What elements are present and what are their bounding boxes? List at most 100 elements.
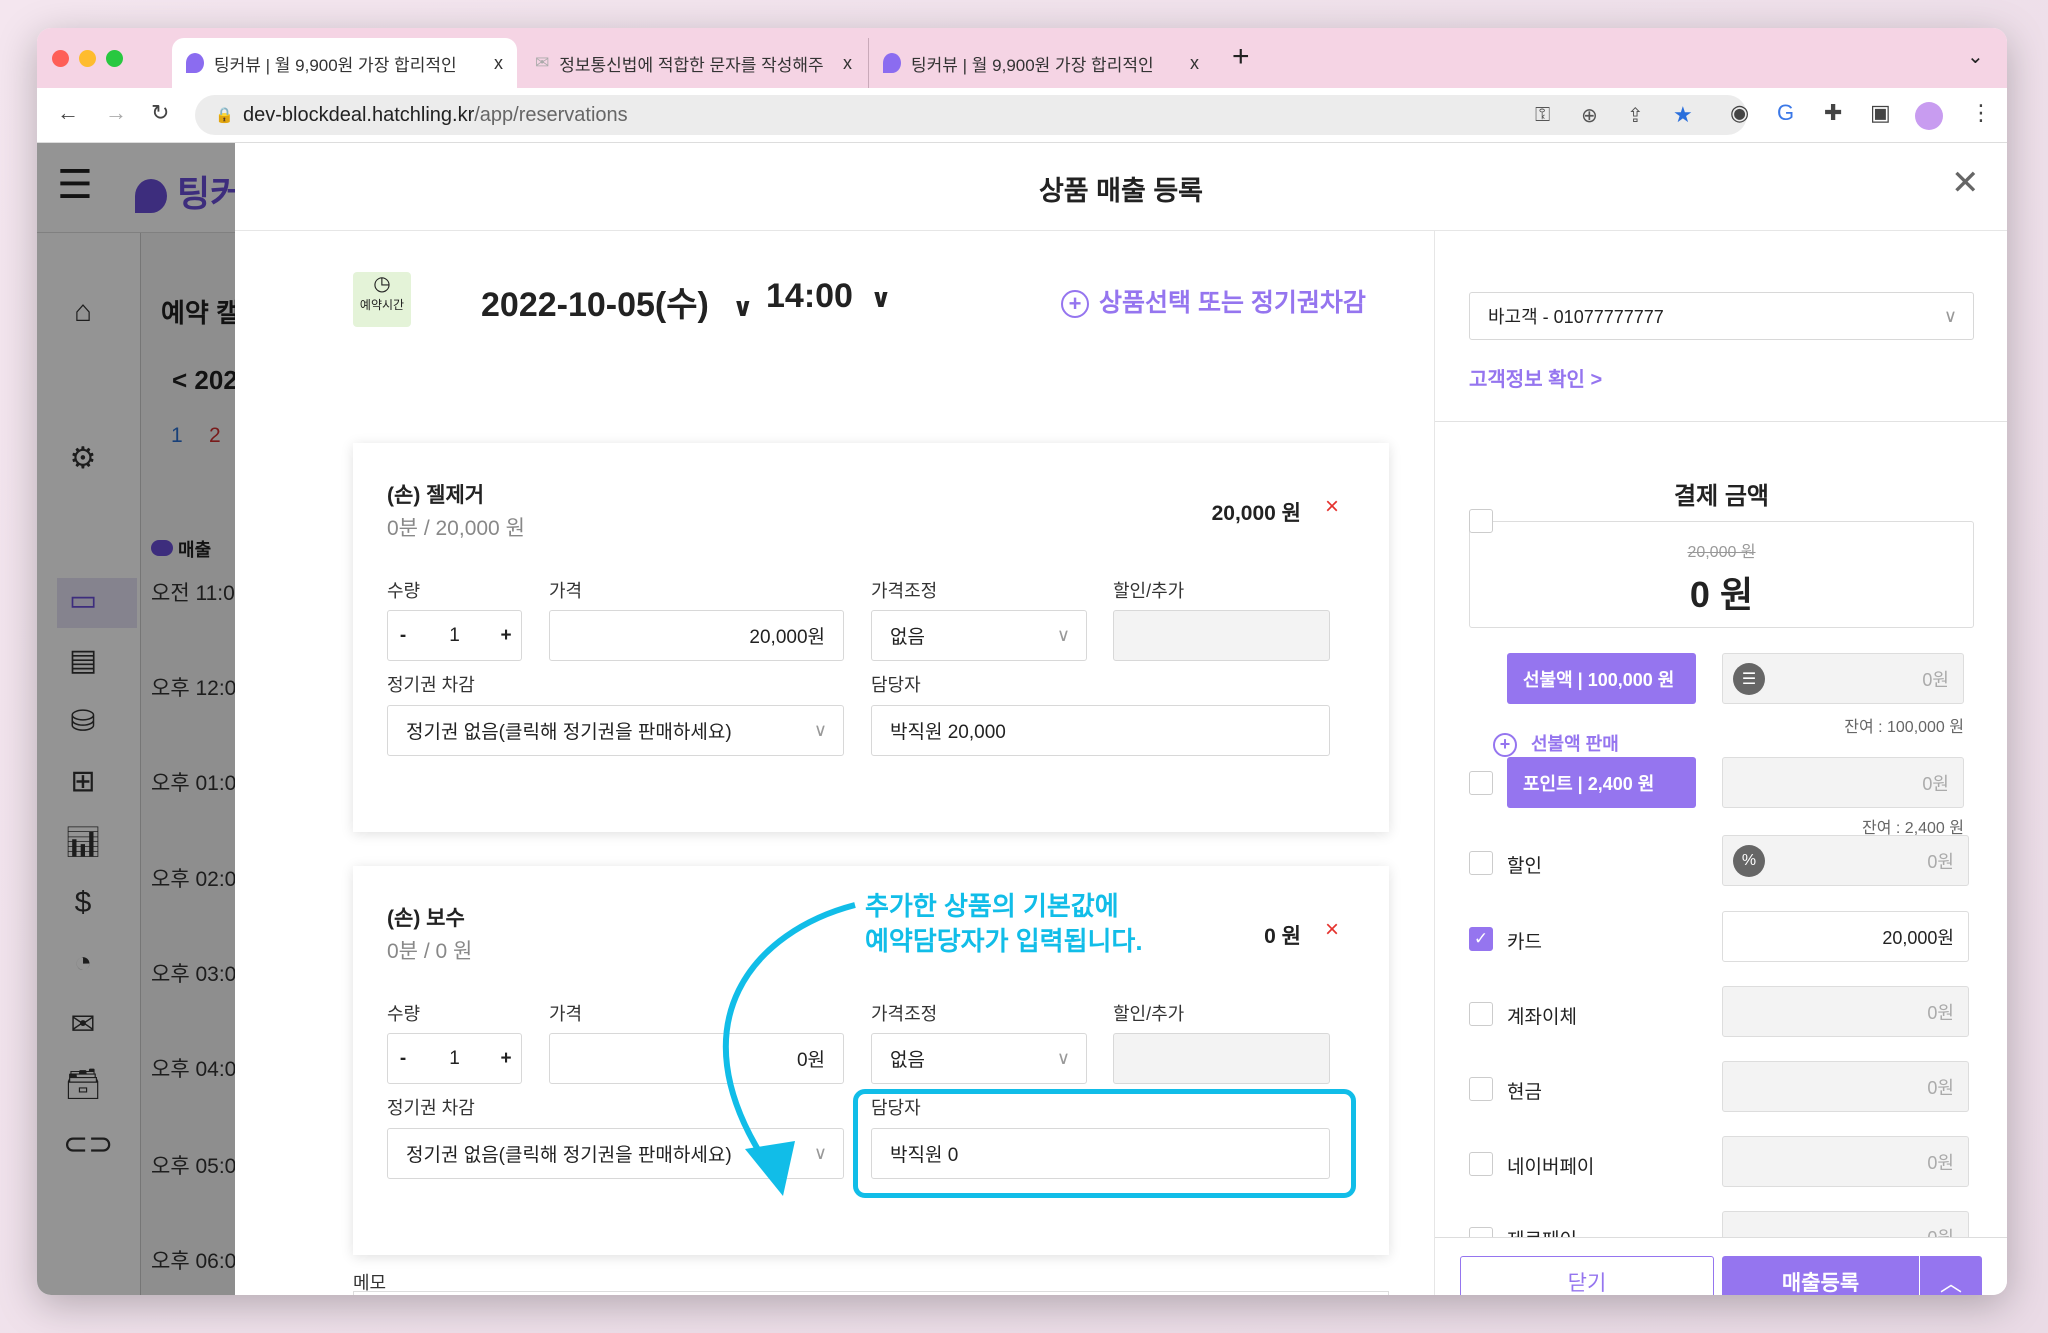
annotation-highlight-box bbox=[853, 1089, 1356, 1198]
day-2[interactable]: 2 bbox=[209, 424, 221, 447]
time-select[interactable]: 14:00 ∨ bbox=[766, 277, 892, 315]
bookmark-star-icon[interactable]: ★ bbox=[1673, 102, 1693, 127]
new-tab-button[interactable]: + bbox=[1232, 40, 1250, 73]
memo-input[interactable] bbox=[353, 1291, 1389, 1295]
register-sales-button[interactable]: 매출등록 bbox=[1722, 1256, 1919, 1295]
staff-input[interactable]: 박직원 20,000 bbox=[871, 705, 1330, 756]
modal-backdrop[interactable] bbox=[37, 143, 235, 1295]
archive-icon[interactable]: 🗃︎ bbox=[63, 1068, 103, 1101]
prepaid-button[interactable]: 선불액 | 100,000 원 bbox=[1507, 653, 1696, 704]
qty-value[interactable]: 1 bbox=[449, 624, 460, 646]
url-input[interactable]: 🔒 dev-blockdeal.hatchling.kr/app/reserva… bbox=[195, 95, 1747, 135]
bar-chart-icon[interactable]: 📊︎ bbox=[63, 826, 103, 859]
tab-close-icon[interactable]: x bbox=[494, 52, 503, 73]
home-icon[interactable]: ⌂ bbox=[73, 295, 93, 328]
close-icon[interactable]: ✕ bbox=[1951, 164, 1980, 202]
zoom-icon[interactable]: ⊕ bbox=[1581, 104, 1598, 127]
menu-kebab-icon[interactable]: ⋮ bbox=[1970, 100, 1992, 125]
discount-input[interactable] bbox=[1113, 1033, 1330, 1084]
share-icon[interactable]: ⇪ bbox=[1627, 104, 1644, 127]
minimize-window-button[interactable] bbox=[79, 50, 96, 67]
close-button[interactable]: 닫기 bbox=[1460, 1256, 1714, 1295]
gear-icon[interactable]: ⚙ bbox=[69, 442, 97, 475]
quantity-stepper: - 1 + bbox=[387, 1033, 522, 1084]
zeropay-amount-input[interactable]: 0원 bbox=[1722, 1211, 1969, 1237]
zeropay-checkbox[interactable] bbox=[1469, 1227, 1493, 1237]
dollar-icon[interactable]: $ bbox=[74, 886, 92, 919]
discount-checkbox[interactable] bbox=[1469, 851, 1493, 875]
database-icon[interactable]: ⛁ bbox=[70, 705, 96, 738]
qty-plus-button[interactable]: + bbox=[500, 624, 512, 646]
customer-select[interactable]: 바고객 - 01077777777 ∨ bbox=[1469, 292, 1974, 340]
zeropay-method-label: 제로페이 bbox=[1507, 1225, 1577, 1237]
chevron-down-icon: ∨ bbox=[870, 283, 892, 313]
tab-list-chevron-icon[interactable]: ⌄ bbox=[1967, 46, 1984, 68]
card-checkbox[interactable]: ✓ bbox=[1469, 927, 1493, 951]
naverpay-amount-input[interactable]: 0원 bbox=[1722, 1136, 1969, 1187]
price-input[interactable]: 20,000원 bbox=[549, 610, 844, 661]
clock-icon: ◷ bbox=[373, 273, 391, 295]
cash-amount-input[interactable]: 0원 bbox=[1722, 1061, 1969, 1112]
point-amount-input[interactable]: 0원 bbox=[1722, 757, 1964, 808]
remove-item-icon[interactable]: × bbox=[1324, 916, 1339, 943]
file-plus-icon[interactable]: ⊞ bbox=[70, 765, 96, 798]
transfer-checkbox[interactable] bbox=[1469, 1002, 1493, 1026]
customer-info-link[interactable]: 고객정보 확인 > bbox=[1469, 369, 1603, 391]
item-total: 0 원 bbox=[1264, 925, 1301, 948]
camera-icon[interactable]: ◉ bbox=[1730, 100, 1750, 125]
chevron-down-icon: ∨ bbox=[732, 292, 754, 322]
price-adjust-select[interactable]: 없음 ∨ bbox=[871, 610, 1087, 661]
qty-value[interactable]: 1 bbox=[449, 1047, 460, 1069]
day-1[interactable]: 1 bbox=[171, 424, 183, 447]
browser-tab[interactable]: 팅커뷰 | 월 9,900원 가장 합리적인 x bbox=[172, 38, 517, 88]
date-nav[interactable]: < 202 bbox=[172, 365, 238, 395]
qty-plus-button[interactable]: + bbox=[500, 1047, 512, 1069]
discount-label: 할인/추가 bbox=[1113, 581, 1185, 601]
tab-close-icon[interactable]: x bbox=[843, 52, 852, 73]
logo[interactable]: 팅커 bbox=[135, 165, 243, 217]
card-method-label: 카드 bbox=[1507, 932, 1542, 953]
prepaid-amount-input[interactable]: ☰ 0원 bbox=[1722, 653, 1964, 704]
calendar-icon[interactable]: ▭ bbox=[68, 584, 98, 617]
point-checkbox[interactable] bbox=[1469, 771, 1493, 795]
close-window-button[interactable] bbox=[52, 50, 69, 67]
product-item-card: (손) 젤제거 0분 / 20,000 원 20,000 원 × 수량 가격 가… bbox=[353, 443, 1389, 832]
document-icon[interactable]: ▤ bbox=[68, 644, 98, 677]
reload-icon[interactable]: ↻ bbox=[151, 100, 170, 125]
translate-icon[interactable]: G bbox=[1777, 100, 1795, 125]
modal-header: 상품 매출 등록 ✕ bbox=[235, 143, 2007, 231]
qty-minus-button[interactable]: - bbox=[399, 1047, 407, 1069]
browser-tab[interactable]: ✉ 정보통신법에 적합한 문자를 작성해주 x bbox=[521, 38, 866, 88]
date-select[interactable]: 2022-10-05(수) ∨ bbox=[481, 286, 754, 324]
discount-amount-input[interactable]: % 0원 bbox=[1722, 835, 1969, 886]
naverpay-checkbox[interactable] bbox=[1469, 1152, 1493, 1176]
pass-deduct-select[interactable]: 정기권 없음(클릭해 정기권을 판매하세요) ∨ bbox=[387, 705, 844, 756]
staff-input[interactable]: 박직원 0 bbox=[871, 1128, 1330, 1179]
tab-close-icon[interactable]: x bbox=[1190, 52, 1199, 73]
profile-avatar[interactable] bbox=[1915, 102, 1943, 130]
browser-tab[interactable]: 팅커뷰 | 월 9,900원 가장 합리적인 x bbox=[868, 38, 1213, 88]
maximize-window-button[interactable] bbox=[106, 50, 123, 67]
extensions-icon[interactable]: ✚ bbox=[1824, 100, 1843, 125]
original-amount: 20,000 원 bbox=[1687, 544, 1756, 561]
price-input[interactable]: 0원 bbox=[549, 1033, 844, 1084]
transfer-amount-input[interactable]: 0원 bbox=[1722, 986, 1969, 1037]
hamburger-menu-icon[interactable]: ☰ bbox=[57, 163, 93, 207]
pie-chart-icon[interactable]: ◔ bbox=[73, 946, 93, 979]
card-amount-input[interactable]: 20,000원 bbox=[1722, 911, 1969, 962]
back-icon[interactable]: ← bbox=[57, 100, 79, 125]
price-adjust-select[interactable]: 없음 ∨ bbox=[871, 1033, 1087, 1084]
sell-prepaid-button[interactable]: + 선불액 판매 bbox=[1493, 730, 1619, 757]
chevron-up-icon[interactable]: ︿ bbox=[1920, 1256, 1982, 1295]
prepaid-checkbox[interactable] bbox=[1469, 509, 1493, 533]
discount-input[interactable] bbox=[1113, 610, 1330, 661]
cash-checkbox[interactable] bbox=[1469, 1077, 1493, 1101]
mail-icon[interactable]: ✉ bbox=[70, 1008, 96, 1041]
key-icon[interactable]: ⚿ bbox=[1535, 103, 1551, 126]
forward-icon[interactable]: → bbox=[105, 100, 127, 125]
add-product-button[interactable]: + 상품선택 또는 정기권차감 bbox=[1061, 283, 1366, 319]
sidepanel-icon[interactable]: ▣ bbox=[1870, 100, 1891, 125]
remove-item-icon[interactable]: × bbox=[1324, 493, 1339, 520]
qty-minus-button[interactable]: - bbox=[399, 624, 407, 646]
point-button[interactable]: 포인트 | 2,400 원 bbox=[1507, 757, 1696, 808]
